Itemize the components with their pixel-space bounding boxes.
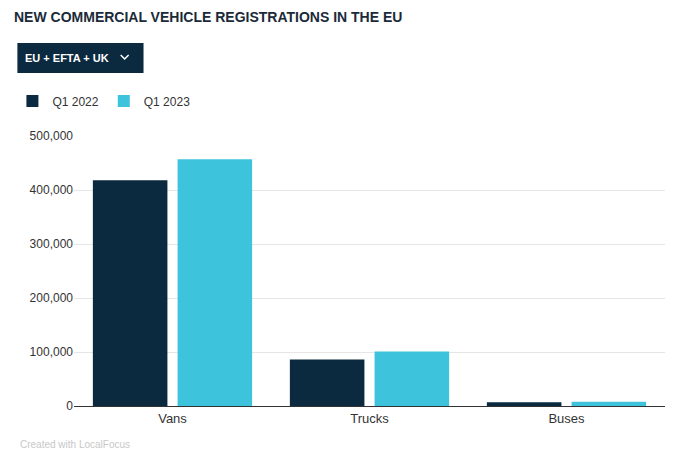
svg-text:0: 0 [66, 399, 73, 413]
svg-text:NEW COMMERCIAL VEHICLE REGISTR: NEW COMMERCIAL VEHICLE REGISTRATIONS IN … [14, 9, 402, 25]
svg-text:EU + EFTA + UK: EU + EFTA + UK [25, 52, 109, 64]
svg-text:Q1 2023: Q1 2023 [144, 95, 190, 109]
svg-text:400,000: 400,000 [30, 183, 74, 197]
svg-text:500,000: 500,000 [30, 129, 74, 143]
svg-text:200,000: 200,000 [30, 291, 74, 305]
svg-text:Buses: Buses [548, 411, 585, 426]
svg-text:300,000: 300,000 [30, 237, 74, 251]
svg-text:Created with LocalFocus: Created with LocalFocus [20, 439, 130, 450]
svg-text:100,000: 100,000 [30, 345, 74, 359]
svg-text:Trucks: Trucks [350, 411, 389, 426]
svg-text:Vans: Vans [158, 411, 187, 426]
svg-text:Q1 2022: Q1 2022 [52, 95, 98, 109]
